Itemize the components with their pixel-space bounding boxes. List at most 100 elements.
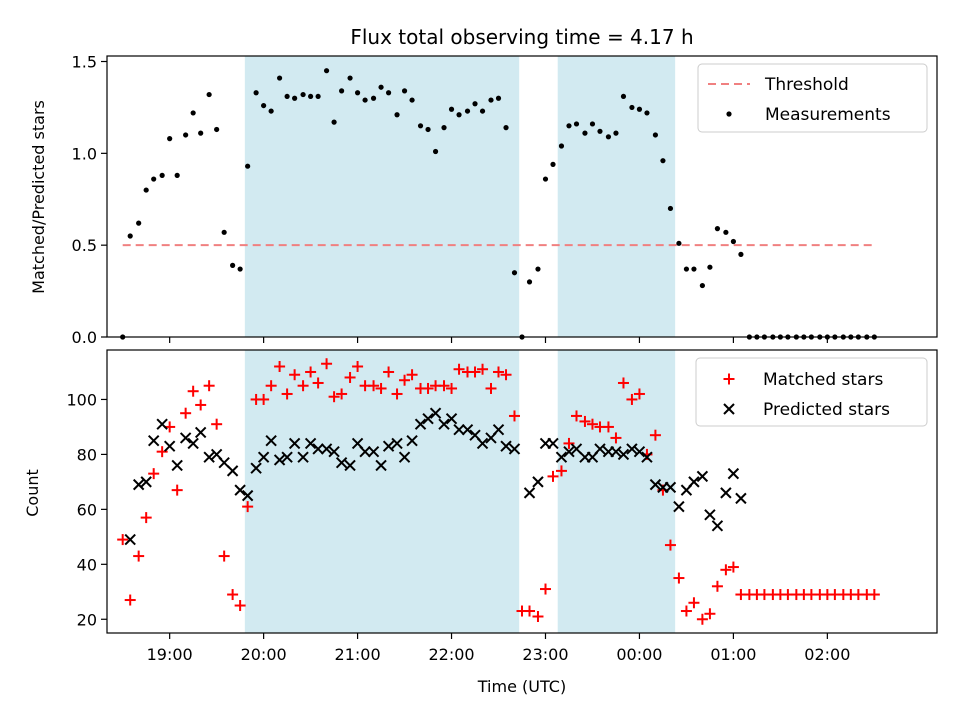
matched-star-point (117, 534, 129, 546)
matched-star-point (673, 572, 685, 584)
measurement-point (855, 334, 861, 340)
measurement-point (683, 266, 690, 272)
predicted-star-point (375, 459, 387, 472)
measurement-point (448, 106, 455, 112)
predicted-star-point (194, 426, 207, 439)
matched-star-point (274, 360, 286, 372)
predicted-star-point (304, 437, 317, 450)
measurement-point (793, 334, 799, 340)
predicted-star-point (727, 467, 740, 480)
predicted-star-point (641, 451, 653, 463)
measurement-point (425, 126, 431, 133)
predicted-star-point (265, 434, 277, 447)
x-tick-label: 19:00 (147, 645, 193, 664)
measurement-point (441, 125, 447, 131)
measurement-point (488, 97, 494, 103)
matched-star-point (352, 360, 364, 372)
predicted-star-point (673, 500, 685, 513)
measurement-point (566, 123, 572, 129)
predicted-star-point (328, 445, 340, 458)
measurement-point (817, 334, 823, 340)
predicted-star-point (422, 412, 434, 425)
predicted-star-point (735, 492, 747, 505)
measurement-point (292, 95, 298, 101)
matched-star-point (727, 561, 739, 573)
matched-star-point (344, 371, 356, 383)
matched-star-point (328, 391, 340, 403)
measurement-point (323, 68, 330, 74)
matched-star-point (375, 382, 387, 394)
measurement-point (848, 334, 854, 340)
measurement-point (385, 90, 392, 96)
matched-legend-marker (723, 373, 735, 385)
top-y-tick-label: 1.5 (72, 53, 97, 72)
x-tick-label: 21:00 (335, 645, 381, 664)
matched-star-point (438, 380, 450, 392)
measurement-point (308, 93, 314, 100)
matched-star-point (171, 484, 183, 496)
measurement-point (738, 251, 744, 257)
predicted-star-point (218, 456, 230, 469)
measurement-point (761, 334, 768, 340)
predicted-star-point (508, 443, 521, 455)
matched-star-point (227, 589, 239, 601)
measurement-point (644, 110, 650, 116)
matched-star-point (180, 407, 192, 419)
predicted-star-point (203, 451, 215, 463)
matched-star-point (579, 415, 591, 427)
predicted-star-point (241, 489, 254, 502)
predicted-star-point (406, 434, 418, 447)
measurement-point (261, 102, 267, 109)
bottom-y-tick-label: 80 (77, 445, 97, 464)
measurement-point (276, 75, 283, 81)
measurement-point (464, 108, 471, 114)
measurement-point (573, 121, 580, 127)
matched-star-point (602, 421, 614, 433)
measurement-point (300, 91, 306, 98)
matched-star-point (406, 369, 418, 381)
measurement-point (629, 104, 635, 111)
predicted-star-point (664, 481, 677, 494)
predicted-star-point (234, 484, 246, 496)
predicted-star-point (720, 487, 732, 499)
predicted-star-point (547, 437, 559, 450)
matched-star-point (547, 470, 559, 482)
predicted-star-point (312, 443, 324, 455)
predicted-star-point (563, 445, 575, 458)
predicted-star-point (179, 432, 192, 444)
top-shaded-interval-2 (557, 56, 676, 337)
measurement-point (636, 106, 643, 112)
matched-star-point (242, 501, 254, 513)
predicted-star-point (570, 443, 583, 455)
measurement-point (691, 266, 697, 272)
measurements-legend-label: Measurements (765, 105, 891, 125)
matched-star-point (297, 380, 309, 392)
measurement-point (167, 136, 173, 142)
matched-star-point (399, 374, 411, 386)
measurement-point (331, 119, 337, 125)
matched-star-point (586, 418, 598, 430)
predicted-star-point (132, 478, 145, 491)
x-tick-label: 20:00 (241, 645, 287, 664)
measurement-point (417, 123, 424, 129)
matched-star-point (570, 410, 582, 422)
predicted-star-point (555, 451, 568, 463)
matched-star-point (211, 418, 223, 430)
matched-star-point (539, 583, 551, 595)
measurement-point (832, 334, 838, 340)
matched-star-point (218, 550, 230, 562)
measurement-point (206, 91, 212, 98)
measurement-point (174, 172, 180, 178)
measurement-point (432, 148, 439, 155)
predicted-star-point (382, 440, 395, 452)
x-tick-label: 01:00 (710, 645, 756, 664)
measurement-point (770, 334, 776, 340)
predicted-legend-swatch (723, 403, 735, 415)
bottom-plot-frame (106, 349, 938, 634)
measurement-point (824, 334, 830, 340)
measurement-point (221, 229, 227, 235)
matched-star-point (156, 446, 168, 458)
measurement-point (183, 132, 189, 138)
matched-star-point (453, 363, 465, 375)
matched-star-point (258, 393, 270, 405)
